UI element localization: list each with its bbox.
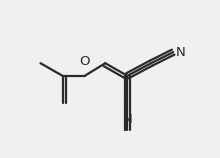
Text: N: N <box>176 46 185 59</box>
Text: N: N <box>123 113 132 126</box>
Text: O: O <box>79 55 90 68</box>
